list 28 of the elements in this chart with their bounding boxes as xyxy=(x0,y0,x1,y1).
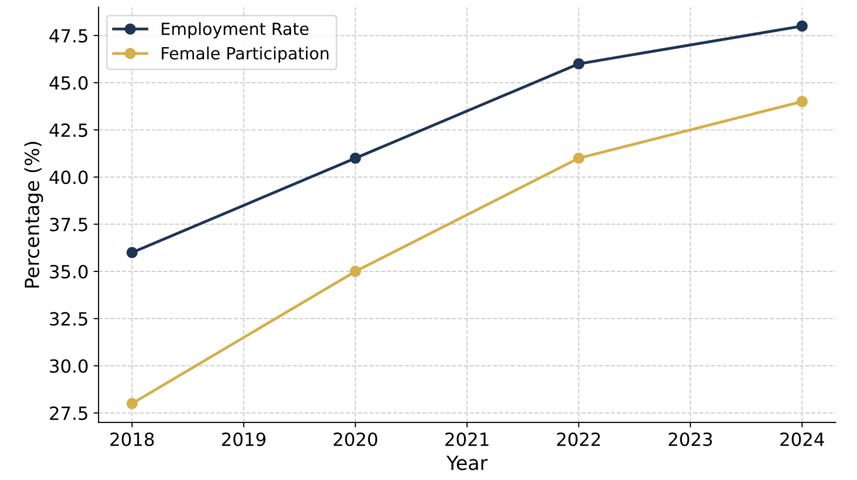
point xyxy=(796,20,808,32)
x-tick-label: 2018 xyxy=(110,432,154,446)
x-axis-title: Year xyxy=(446,456,488,470)
y-tick-label: 47.5 xyxy=(50,29,88,43)
x-tick-label: 2020 xyxy=(334,432,378,446)
point xyxy=(573,58,584,70)
x-tick-label: 2022 xyxy=(557,432,600,446)
x-tick-label: 2024 xyxy=(780,432,824,446)
y-tick-label: 35.0 xyxy=(50,264,88,279)
point xyxy=(796,96,808,108)
legend-label: Employment Rate xyxy=(162,22,308,38)
point xyxy=(126,246,138,258)
point xyxy=(350,152,361,164)
y-axis-title: Percentage (%) xyxy=(24,142,44,288)
y-tick-label: 27.5 xyxy=(50,406,88,420)
y-tick-label: 40.0 xyxy=(50,170,88,184)
y-tick-label: 37.5 xyxy=(50,218,88,232)
y-tick-label: 45.0 xyxy=(50,76,88,90)
y-tick-label: 30.0 xyxy=(50,359,88,373)
point xyxy=(350,266,361,277)
point xyxy=(573,152,584,164)
y-tick-label: 42.5 xyxy=(50,123,88,137)
x-tick-label: 2019 xyxy=(222,432,266,446)
x-tick-label: 2021 xyxy=(445,432,488,446)
y-tick-label: 32.5 xyxy=(50,312,88,326)
point xyxy=(126,398,138,410)
x-tick-label: 2023 xyxy=(668,432,712,446)
legend-label: Female Participation xyxy=(162,46,328,63)
